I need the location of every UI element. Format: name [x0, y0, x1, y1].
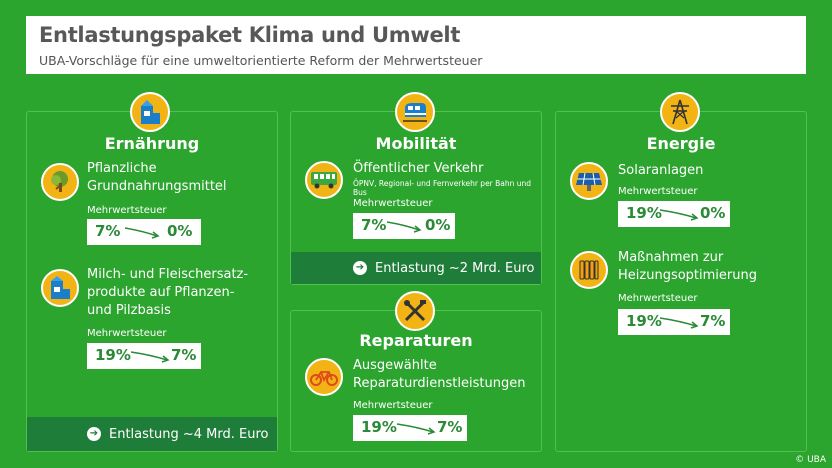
tax-from: 19%: [95, 346, 131, 364]
copyright: © UBA: [795, 455, 826, 465]
panel-mobilitaet: Mobilität Öffentlicher Verkehr ÖPNV, Reg…: [290, 111, 542, 285]
arrow-icon: [659, 209, 699, 221]
header: Entlastungspaket Klima und Umwelt UBA-Vo…: [26, 16, 806, 74]
arrow-icon: [124, 227, 160, 239]
milk-carton-icon: [41, 269, 79, 307]
savings-text: Entlastung ~4 Mrd. Euro: [109, 426, 269, 442]
arrow-icon: [396, 423, 436, 435]
tax-label: Mehrwertsteuer: [618, 186, 698, 197]
tax-from: 7%: [95, 222, 121, 240]
item-label: Pflanzliche: [87, 161, 157, 176]
bicycle-icon: [305, 358, 343, 396]
tax-label: Mehrwertsteuer: [353, 198, 433, 209]
tax-change-box: 19% 0%: [618, 201, 730, 227]
tax-to: 7%: [171, 346, 197, 364]
panel-ernaehrung: Ernährung Pflanzliche Grundnahrungsmitte…: [26, 111, 278, 452]
panel-title-mobilitaet: Mobilität: [375, 134, 457, 153]
tax-change-box: 19% 7%: [87, 343, 201, 369]
item-label: und Pilzbasis: [87, 303, 171, 318]
tax-to: 7%: [700, 312, 726, 330]
arrow-icon: [130, 351, 170, 363]
tax-change-box: 7% 0%: [353, 213, 455, 239]
item-label: Ausgewählte: [353, 358, 437, 373]
tax-label: Mehrwertsteuer: [87, 328, 167, 339]
tax-label: Mehrwertsteuer: [87, 205, 167, 216]
item-label: Solaranlagen: [618, 163, 704, 178]
tax-change-box: 19% 7%: [353, 415, 467, 441]
item-sublabel: ÖPNV, Regional- und Fernverkehr per Bahn…: [353, 179, 532, 197]
panel-title-ernaehrung: Ernährung: [104, 134, 200, 153]
tools-icon: [395, 291, 435, 331]
savings-footer: ➔ Entlastung ~4 Mrd. Euro: [27, 417, 277, 451]
item-label: Grundnahrungsmittel: [87, 179, 227, 194]
page-subtitle: UBA-Vorschläge für eine umweltorientiert…: [39, 53, 483, 68]
milk-carton-icon: [130, 92, 170, 132]
solar-panel-icon: [570, 162, 608, 200]
item-label: Maßnahmen zur: [618, 250, 724, 265]
tax-from: 19%: [626, 204, 662, 222]
tax-label: Mehrwertsteuer: [618, 293, 698, 304]
panel-energie: Energie Solaranlagen Mehrwertsteuer 19% …: [555, 111, 807, 452]
tax-from: 19%: [361, 418, 397, 436]
tax-change-box: 19% 7%: [618, 309, 730, 335]
item-label: produkte auf Pflanzen-: [87, 285, 235, 300]
tax-to: 0%: [167, 222, 193, 240]
panel-reparaturen: Reparaturen Ausgewählte Reparaturdienstl…: [290, 310, 542, 452]
savings-footer: ➔ Entlastung ~2 Mrd. Euro: [291, 252, 541, 284]
panel-title-reparaturen: Reparaturen: [359, 331, 473, 350]
item-label: Öffentlicher Verkehr: [353, 161, 484, 176]
tax-from: 7%: [361, 216, 387, 234]
arrow-right-icon: ➔: [353, 261, 367, 275]
tax-label: Mehrwertsteuer: [353, 400, 433, 411]
panel-title-energie: Energie: [646, 134, 716, 153]
tax-to: 7%: [437, 418, 463, 436]
tax-from: 19%: [626, 312, 662, 330]
item-label: Heizungsoptimierung: [618, 268, 757, 283]
arrow-icon: [659, 317, 699, 329]
tax-change-box: 7% 0%: [87, 219, 201, 245]
arrow-icon: [386, 221, 422, 233]
tree-icon: [41, 163, 79, 201]
page-title: Entlastungspaket Klima und Umwelt: [39, 23, 461, 47]
bus-icon: [305, 161, 343, 199]
savings-text: Entlastung ~2 Mrd. Euro: [375, 260, 535, 276]
item-label: Reparaturdienstleistungen: [353, 376, 526, 391]
train-icon: [395, 92, 435, 132]
item-label: Milch- und Fleischersatz-: [87, 267, 249, 282]
radiator-icon: [570, 251, 608, 289]
tax-to: 0%: [425, 216, 451, 234]
tax-to: 0%: [700, 204, 726, 222]
power-tower-icon: [660, 92, 700, 132]
arrow-right-icon: ➔: [87, 427, 101, 441]
